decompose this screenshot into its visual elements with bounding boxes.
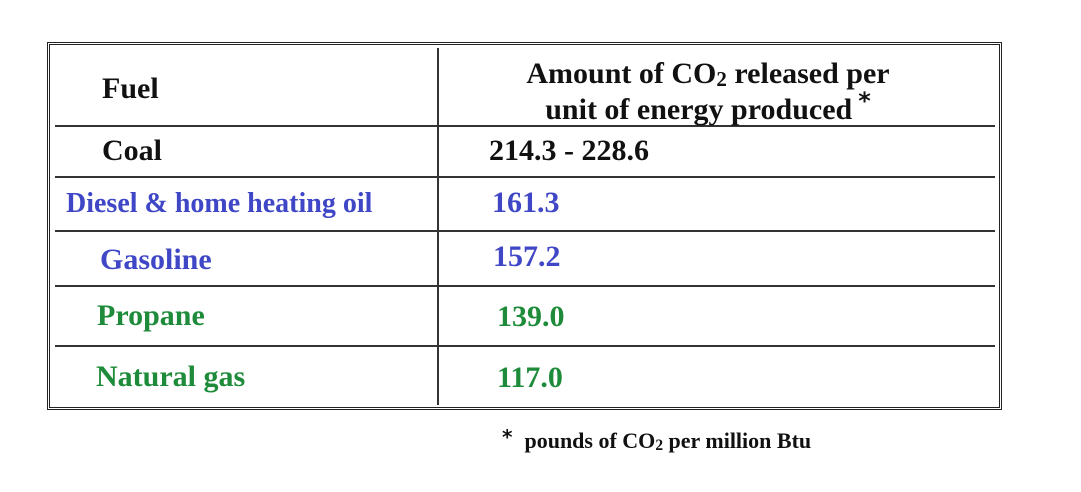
header-amount-line2: unit of energy produced * bbox=[545, 87, 871, 126]
row-amount-gasoline: 157.2 bbox=[493, 240, 561, 273]
table-frame bbox=[47, 42, 1002, 410]
header-divider bbox=[55, 125, 995, 127]
asterisk-icon: * bbox=[502, 425, 513, 449]
row-divider bbox=[55, 285, 995, 287]
header-fuel: Fuel bbox=[102, 72, 159, 105]
row-amount-diesel: 161.3 bbox=[492, 186, 560, 219]
asterisk-icon: * bbox=[858, 87, 871, 115]
row-amount-propane: 139.0 bbox=[497, 300, 565, 333]
row-fuel-diesel: Diesel & home heating oil bbox=[66, 188, 373, 219]
column-divider bbox=[437, 48, 439, 405]
header-amount-line1: Amount of CO2 released per bbox=[526, 57, 890, 91]
row-divider bbox=[55, 345, 995, 347]
row-divider bbox=[55, 230, 995, 232]
row-amount-coal: 214.3 - 228.6 bbox=[489, 134, 649, 167]
footnote: * pounds of CO2 per million Btu bbox=[502, 425, 812, 454]
row-fuel-coal: Coal bbox=[102, 134, 162, 167]
row-fuel-propane: Propane bbox=[97, 299, 205, 332]
row-divider bbox=[55, 176, 995, 178]
row-fuel-natural-gas: Natural gas bbox=[96, 360, 246, 393]
row-amount-natural-gas: 117.0 bbox=[497, 361, 563, 394]
row-fuel-gasoline: Gasoline bbox=[100, 243, 212, 276]
header-amount: Amount of CO2 released per unit of energ… bbox=[448, 57, 968, 128]
